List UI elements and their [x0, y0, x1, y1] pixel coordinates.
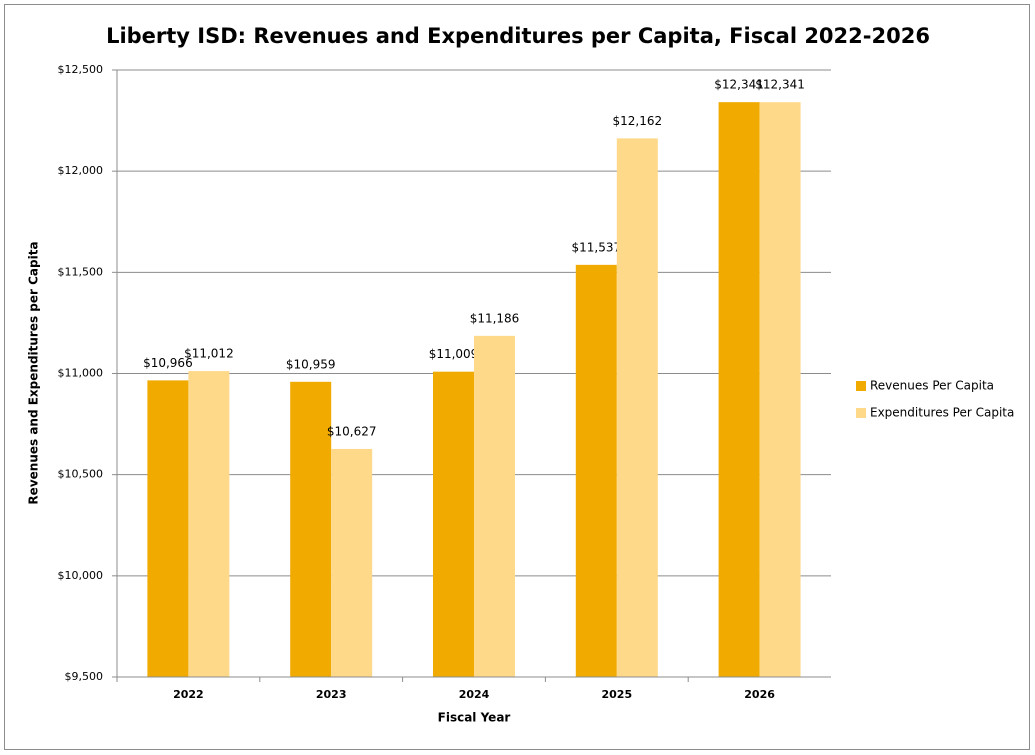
legend-label: Expenditures Per Capita: [870, 406, 1014, 420]
legend-label: Revenues Per Capita: [870, 379, 994, 393]
bar: [290, 381, 332, 677]
legend-swatch: [856, 381, 866, 391]
chart-title: Liberty ISD: Revenues and Expenditures p…: [106, 24, 930, 48]
x-tick-label: 2024: [459, 688, 490, 701]
data-label: $12,341: [755, 78, 805, 92]
bar: [331, 448, 373, 677]
bar: [188, 371, 230, 677]
x-tick-label: 2023: [316, 688, 347, 701]
data-label: $12,341: [714, 78, 764, 92]
data-label: $10,959: [286, 357, 336, 371]
x-tick-label: 2026: [744, 688, 775, 701]
y-tick-label: $12,000: [58, 164, 104, 177]
bar: [616, 138, 658, 677]
data-label: $11,009: [429, 347, 479, 361]
y-tick-label: $10,500: [58, 468, 104, 481]
x-tick-label: 2025: [601, 688, 632, 701]
data-label: $12,162: [612, 114, 662, 128]
bar: [759, 102, 801, 677]
bar: [147, 380, 189, 677]
bar: [718, 102, 760, 677]
bar: [575, 264, 617, 677]
y-tick-label: $11,500: [58, 265, 104, 278]
data-label: $10,966: [143, 356, 193, 370]
y-tick-label: $11,000: [58, 367, 104, 380]
y-tick-label: $9,500: [65, 670, 104, 683]
y-tick-label: $12,500: [58, 63, 104, 76]
data-label: $11,537: [571, 240, 621, 254]
data-label: $10,627: [327, 424, 377, 438]
legend-swatch: [856, 408, 866, 418]
y-tick-label: $10,000: [58, 569, 104, 582]
bar: [474, 335, 515, 677]
bar: [433, 371, 474, 677]
y-axis-label: Revenues and Expenditures per Capita: [27, 241, 41, 504]
data-label: $11,186: [470, 311, 520, 325]
data-label: $11,012: [184, 347, 234, 361]
x-axis-label: Fiscal Year: [438, 711, 511, 725]
x-tick-label: 2022: [173, 688, 204, 701]
